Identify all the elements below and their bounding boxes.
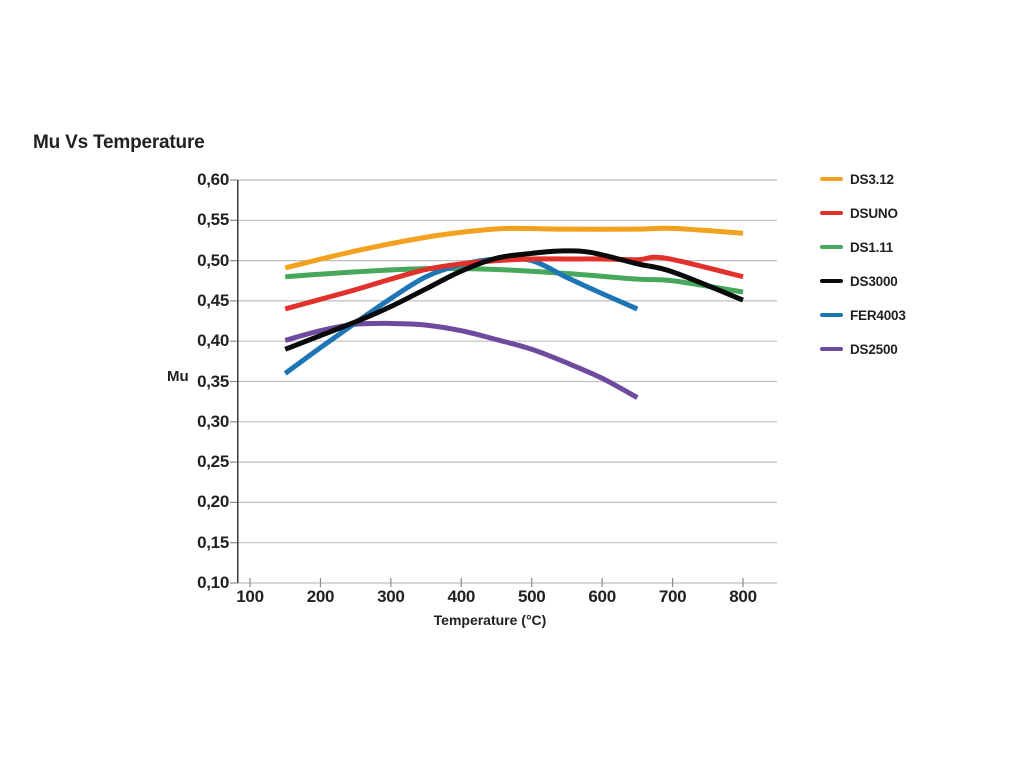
- legend-item-FER4003: FER4003: [820, 298, 906, 332]
- legend: DS3.12 DSUNO DS1.11 DS3000 FER4003 DS2500: [820, 162, 906, 366]
- x-tick-label: 100: [236, 587, 264, 606]
- y-tick-label: 0,45: [197, 290, 229, 310]
- x-tick-label: 200: [306, 587, 335, 606]
- x-tick-label: 800: [729, 587, 757, 606]
- y-tick-label: 0,25: [197, 452, 229, 472]
- y-tick-label: 0,50: [197, 250, 229, 270]
- legend-swatch-icon: [820, 278, 843, 284]
- x-tick-label: 700: [658, 587, 687, 606]
- legend-item-DSUNO: DSUNO: [820, 196, 906, 230]
- series-line-DS3.12: [284, 225, 744, 271]
- x-tick-label: 500: [517, 587, 546, 606]
- legend-swatch-icon: [820, 176, 843, 182]
- legend-label: DS3000: [850, 273, 898, 289]
- y-tick-label: 0,40: [197, 331, 229, 351]
- series-line-DS1.11: [285, 266, 744, 295]
- legend-item-DS2500: DS2500: [820, 332, 906, 366]
- y-tick-label: 0,10: [197, 573, 229, 592]
- legend-swatch-icon: [820, 244, 843, 250]
- x-tick-label: 400: [447, 587, 476, 606]
- plot-area: [230, 179, 777, 587]
- legend-item-DS3.12: DS3.12: [820, 162, 906, 196]
- y-axis-title: Mu: [167, 368, 189, 385]
- legend-swatch-icon: [820, 346, 843, 352]
- y-tick-label: 0,55: [197, 210, 229, 230]
- y-tick-label: 0,15: [197, 532, 229, 552]
- legend-swatch-icon: [820, 210, 843, 216]
- chart-title: Mu Vs Temperature: [33, 132, 205, 153]
- legend-item-DS1.11: DS1.11: [820, 230, 906, 264]
- legend-label: FER4003: [850, 307, 906, 323]
- series-line-DS3000: [284, 248, 744, 352]
- y-tick-label: 0,60: [197, 170, 229, 189]
- legend-label: DS1.11: [850, 239, 894, 255]
- x-tick-label: 600: [588, 587, 616, 606]
- y-tick-label: 0,20: [197, 492, 229, 512]
- legend-label: DSUNO: [850, 205, 898, 221]
- legend-swatch-icon: [820, 312, 843, 318]
- x-tick-label: 300: [377, 587, 405, 606]
- legend-label: DS2500: [850, 341, 898, 357]
- legend-item-DS3000: DS3000: [820, 264, 906, 298]
- y-tick-label: 0,30: [197, 411, 229, 431]
- x-axis-title: Temperature (°C): [433, 612, 547, 628]
- y-tick-label: 0,35: [197, 371, 229, 391]
- legend-label: DS3.12: [850, 171, 894, 187]
